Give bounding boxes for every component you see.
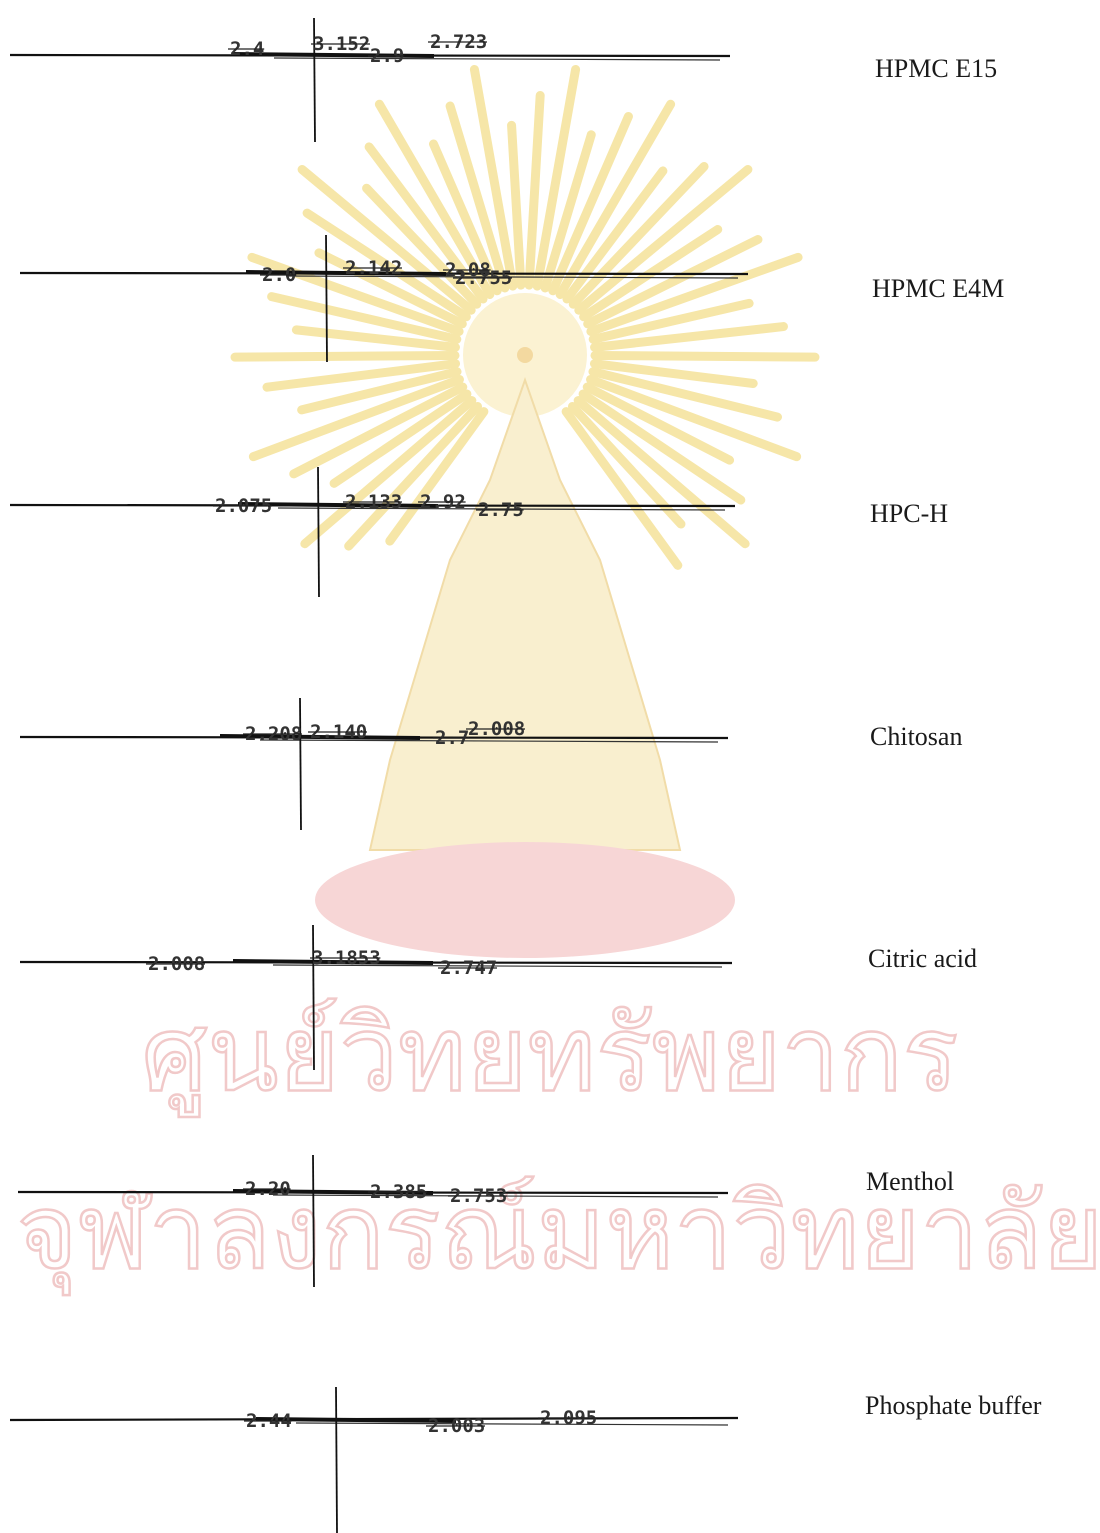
seal-ray [590,322,788,352]
chromatogram-4: 2.008 3.1853 2.747 [19,924,733,1071]
seal-ray [385,407,489,546]
seal-ray [314,248,467,329]
watermark-line-2: จุฬาลงกรณ์มหาวิทยาลัย [17,1171,1100,1296]
seal-ray [262,359,461,392]
seal-ray [574,164,753,315]
seal-ray [588,298,754,344]
chromatogram-1: 2.0 2.142 2.082.755 [19,234,749,363]
sample-label: Menthol [866,1167,955,1196]
baseline-overlap [255,1417,457,1423]
seal-ray [429,139,502,296]
seal-ray [524,90,545,290]
seal-ray [583,235,763,329]
seal-ray [578,389,746,505]
seal-ray [532,64,581,291]
chromatogram-6: 2.44 2.003 2.095 [9,1386,739,1533]
seal-ray [507,120,526,290]
chromatogram-2: 2.075 2.133 2.92 2.75 [9,466,736,598]
seal-ray [540,130,596,293]
sample-label: HPC-H [870,499,949,528]
baseline-overlap [219,734,421,740]
seal-ray [586,375,802,462]
seal-ray [291,325,460,352]
chromatogram-3: 2.208 2.140 2.72.008 [19,697,729,831]
watermark-line-1: ศูนย์วิทยทรัพยากร [141,993,958,1118]
seal-ray [548,111,633,296]
seal-center [517,347,533,363]
injection-marker [325,234,328,363]
seal-ray [589,359,758,388]
seal-ray [469,64,518,291]
injection-marker [312,924,315,1071]
seal-ray [588,367,782,422]
seal-ray [297,367,462,415]
seal-ray [230,351,460,362]
injection-marker [299,697,302,831]
seal-ray [267,292,462,344]
injection-marker [335,1386,338,1533]
seal-ray [248,375,464,462]
seal-ray [445,101,510,293]
injection-marker [313,17,316,143]
baseline-secondary [273,57,721,61]
seal-ray [362,183,482,309]
baseline-overlap [237,502,439,508]
seal-ray [329,389,472,488]
sample-label: HPMC E15 [875,54,998,83]
seal-ray [374,99,495,299]
seal-ray [568,162,709,309]
seal-ray [586,252,803,336]
baseline-secondary [272,964,723,968]
baseline-secondary [295,1422,729,1426]
seal-base [315,842,735,958]
sample-label: HPMC E4M [872,274,1005,303]
injection-marker [317,466,320,598]
baseline-overlap [232,959,434,965]
seal-ray [302,208,471,322]
seal-ray [555,99,676,299]
sample-label: Citric acid [868,944,978,973]
seal-rays [230,64,820,570]
baseline-secondary [285,275,739,279]
seal-ray [297,164,476,315]
baseline-secondary [259,739,719,743]
seal-ray [567,401,686,529]
sample-label: Chitosan [870,722,963,751]
seal-ray [344,401,483,551]
sample-label: Phosphate buffer [865,1391,1042,1420]
seal-ray [590,351,820,362]
seal-ray [573,396,750,549]
seal-ray [289,382,468,479]
baseline-overlap [245,270,447,276]
injection-marker [312,1154,315,1288]
seal-ray [561,407,683,570]
seal-ray [300,396,477,549]
seal-ray [247,252,464,336]
chromatogram-5: 2.20 2.385 2.753 [17,1154,729,1288]
baseline-secondary [277,507,726,511]
seal-ray [582,382,735,465]
baseline-overlap [232,1189,434,1195]
